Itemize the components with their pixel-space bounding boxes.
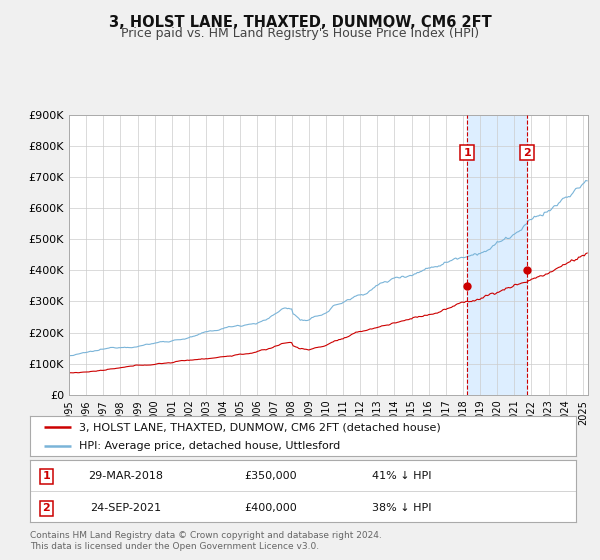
Text: Contains HM Land Registry data © Crown copyright and database right 2024.: Contains HM Land Registry data © Crown c… bbox=[30, 531, 382, 540]
Text: 29-MAR-2018: 29-MAR-2018 bbox=[88, 472, 163, 482]
Text: 2: 2 bbox=[43, 503, 50, 514]
Text: This data is licensed under the Open Government Licence v3.0.: This data is licensed under the Open Gov… bbox=[30, 542, 319, 551]
Text: 2: 2 bbox=[523, 148, 531, 157]
Text: £350,000: £350,000 bbox=[244, 472, 296, 482]
Text: Price paid vs. HM Land Registry's House Price Index (HPI): Price paid vs. HM Land Registry's House … bbox=[121, 27, 479, 40]
Text: HPI: Average price, detached house, Uttlesford: HPI: Average price, detached house, Uttl… bbox=[79, 441, 340, 451]
Text: 1: 1 bbox=[463, 148, 471, 157]
Bar bbox=[467, 115, 527, 395]
Text: 3, HOLST LANE, THAXTED, DUNMOW, CM6 2FT: 3, HOLST LANE, THAXTED, DUNMOW, CM6 2FT bbox=[109, 15, 491, 30]
Text: 38% ↓ HPI: 38% ↓ HPI bbox=[371, 503, 431, 514]
Text: £400,000: £400,000 bbox=[244, 503, 296, 514]
Text: 3, HOLST LANE, THAXTED, DUNMOW, CM6 2FT (detached house): 3, HOLST LANE, THAXTED, DUNMOW, CM6 2FT … bbox=[79, 422, 441, 432]
Text: 41% ↓ HPI: 41% ↓ HPI bbox=[371, 472, 431, 482]
Text: 1: 1 bbox=[43, 472, 50, 482]
Text: 24-SEP-2021: 24-SEP-2021 bbox=[90, 503, 161, 514]
